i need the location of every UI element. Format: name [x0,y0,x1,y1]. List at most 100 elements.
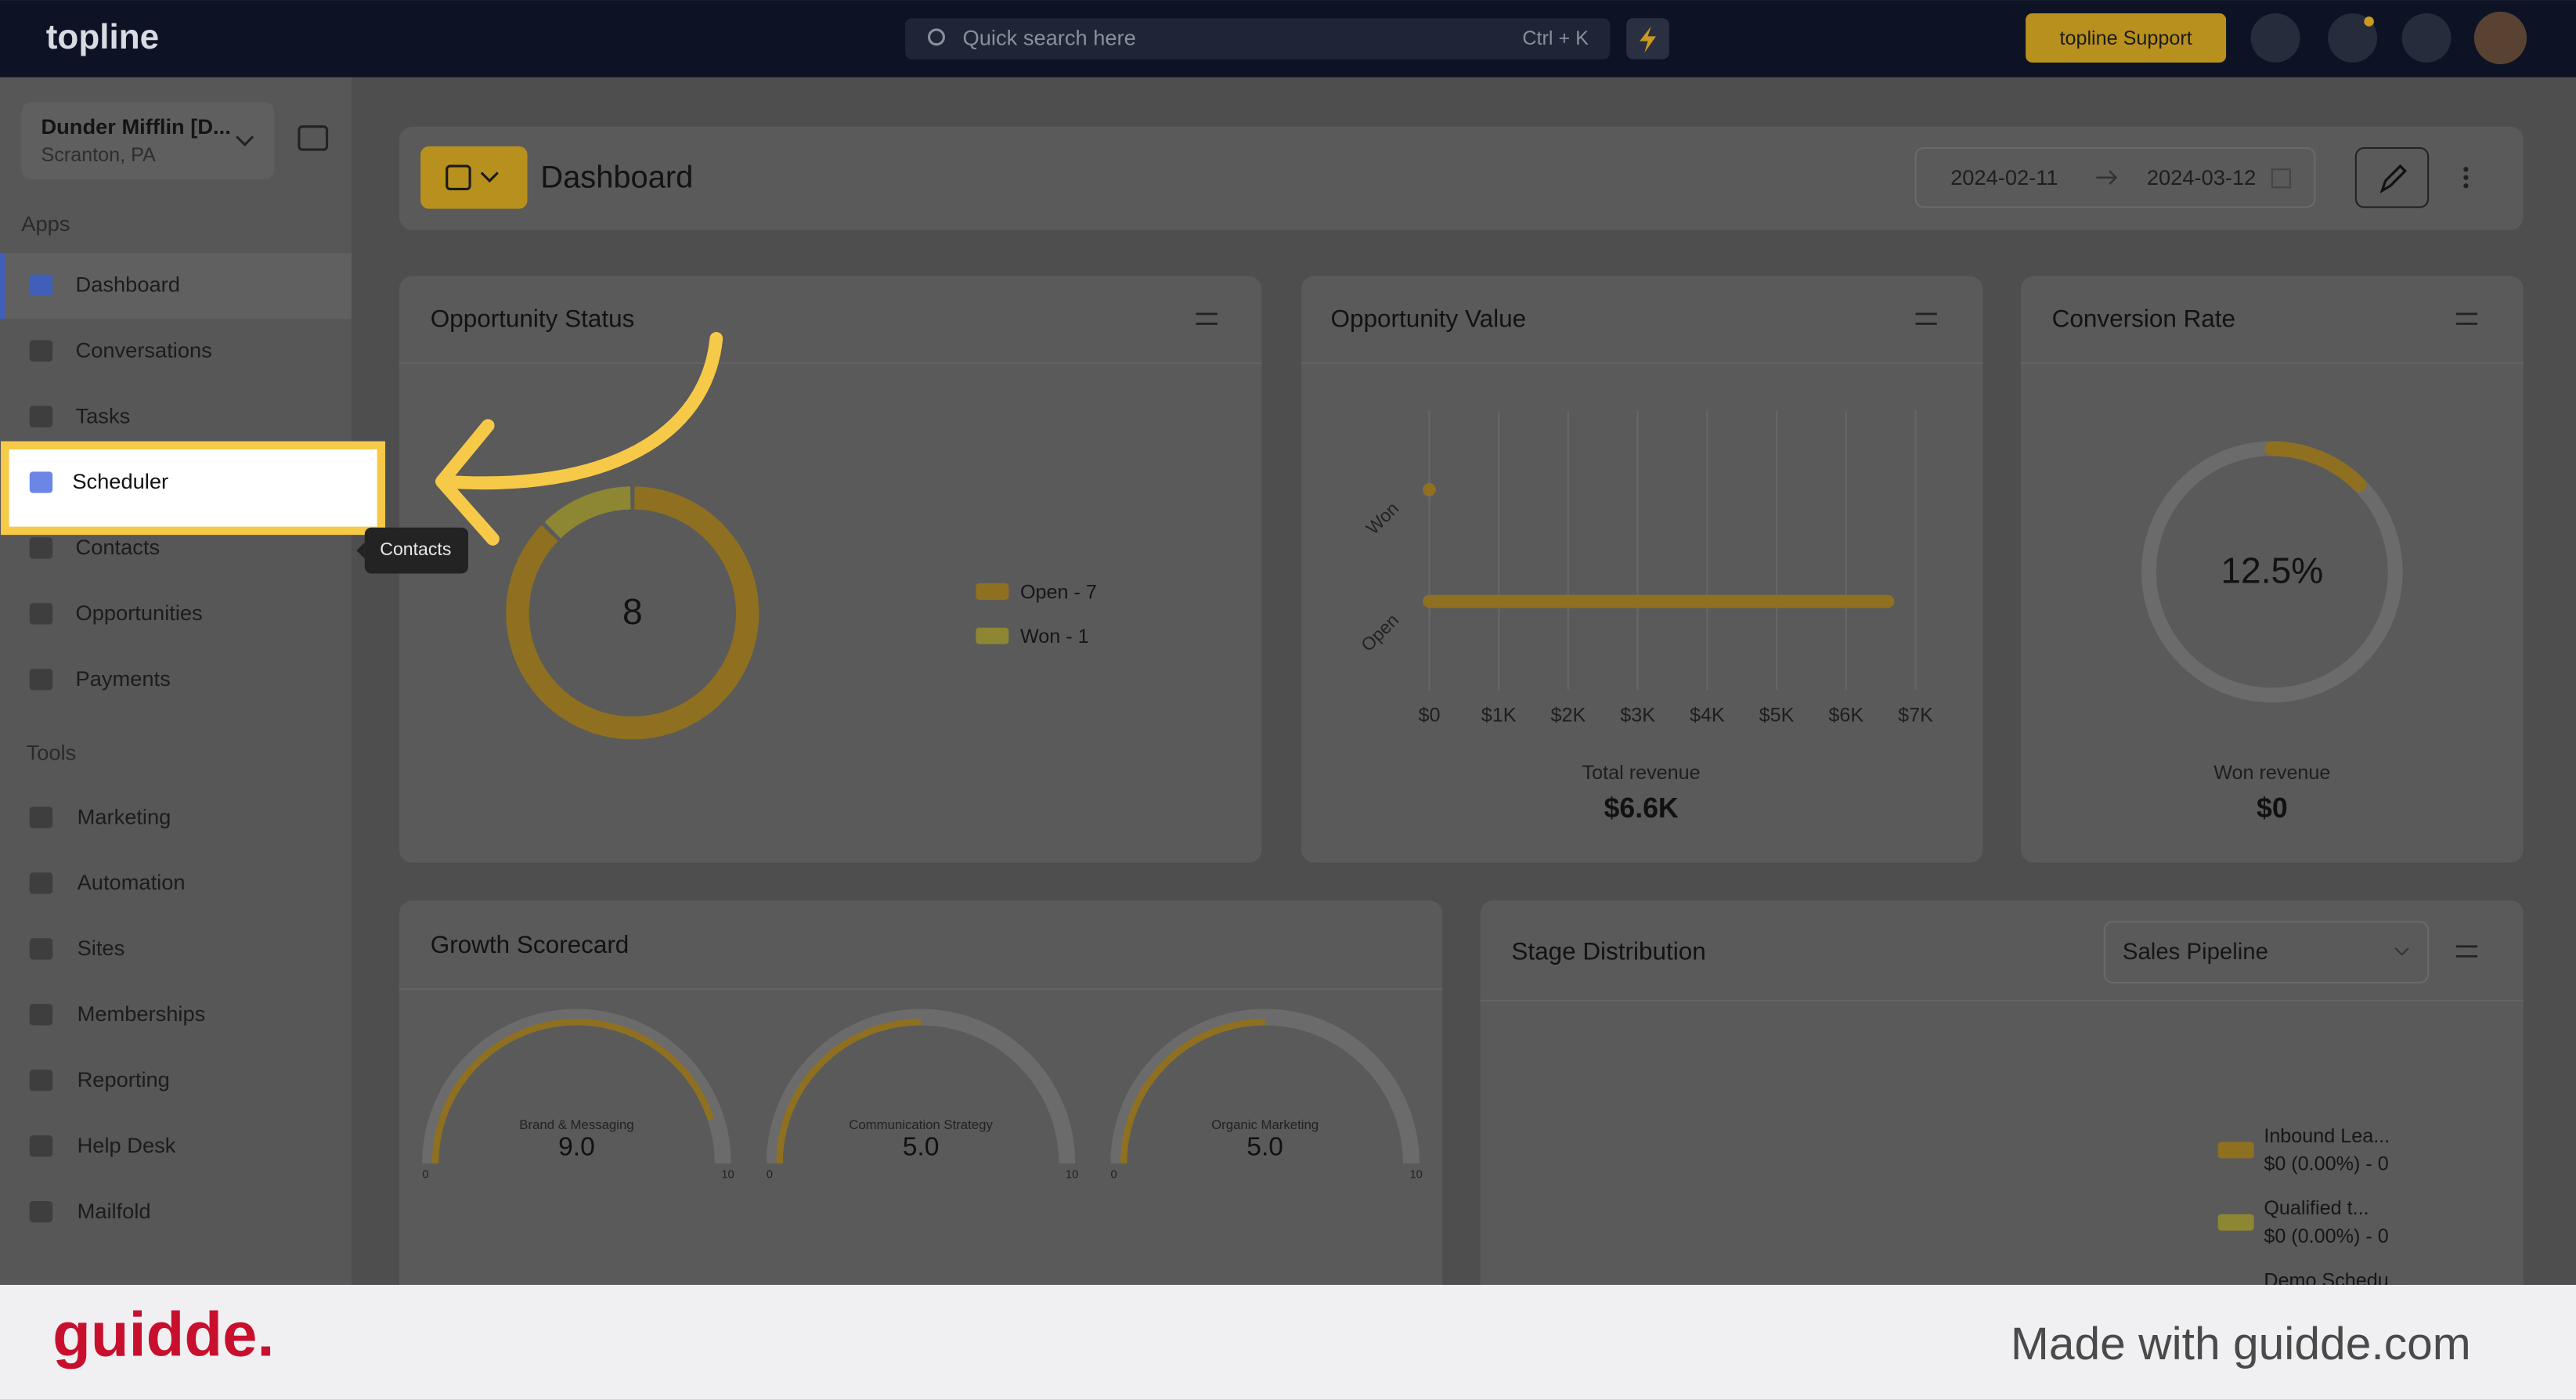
nav-item[interactable]: Contacts [76,535,161,559]
collapse-sidebar[interactable] [298,125,329,151]
x-tick-label: $5K [1759,705,1795,727]
legend-swatch [976,583,1009,601]
nav-item[interactable]: Sites [78,936,125,960]
account-name: Dunder Mifflin [D... [41,114,230,139]
nav-icon [29,1004,53,1026]
calendar-icon [2271,168,2291,189]
tooltip-pointer [356,542,365,559]
bolt-icon [1640,26,1656,53]
footer-label: Total revenue [1582,762,1701,784]
x-tick-label: $7K [1898,705,1933,727]
nav-item[interactable]: Conversations [76,337,212,362]
layout-button[interactable] [420,146,528,209]
nav-icon [29,471,53,493]
gauge-value [1120,1019,1265,1164]
tooltip [364,527,468,574]
filter-icons[interactable] [1196,312,2478,958]
layout-icon [446,164,471,191]
nav-icon [29,806,53,828]
gauge-track [766,1009,1076,1164]
nav-icon [29,938,53,960]
x-tick-label: $0 [1418,705,1440,727]
legend-label: Qualified t... [2264,1197,2369,1219]
gauge-value-label: 5.0 [903,1133,940,1162]
edit-button[interactable] [2354,146,2430,208]
nav-icon [29,406,53,428]
legend-label: Open - 7 [1020,581,1097,603]
account-location: Scranton, PA [41,144,156,166]
x-tick-label: $4K [1690,705,1725,727]
support-label: topline Support [2059,27,2192,49]
card-title: Growth Scorecard [431,931,630,958]
date-from: 2024-02-11 [1950,165,2058,189]
x-tick-label: $1K [1481,705,1517,727]
section-heading: Apps [21,211,70,236]
nav-item[interactable]: Memberships [78,1001,206,1026]
nav-icon [29,872,53,894]
nav-item[interactable]: Reporting [78,1067,170,1091]
gauge-track [422,1009,731,1164]
nav-item[interactable]: Payments [76,666,171,691]
search-icon [927,28,945,46]
date-range[interactable] [1914,146,2316,208]
nav-item[interactable]: Scheduler [72,469,168,493]
nav-icon [29,340,53,362]
gauge-value-label: 5.0 [1247,1133,1283,1162]
nav-item[interactable]: Marketing [78,804,171,828]
legend-swatch [2217,1142,2254,1159]
support-button[interactable] [2026,13,2227,63]
ring-progress [2264,441,2367,493]
gauge-name: Organic Marketing [1211,1117,1319,1132]
notifications-button[interactable] [2328,13,2378,63]
card-title: Stage Distribution [1511,937,1705,965]
nav-item[interactable]: Automation [78,870,186,894]
x-tick-label: $6K [1828,705,1863,727]
nav-icon [29,669,53,691]
nav-item[interactable]: Help Desk [78,1133,176,1157]
account-switcher[interactable] [21,102,275,179]
card-title: Opportunity Status [431,305,635,333]
gauge-name: Brand & Messaging [519,1117,633,1132]
gauge-value [776,1019,922,1164]
chevron [2394,947,2409,956]
nav-item[interactable]: Dashboard [76,272,180,296]
card [1301,276,1983,863]
more-button[interactable] [2463,167,2469,189]
footer-value: $6.6K [1604,792,1679,824]
nav-item[interactable]: Tasks [76,403,131,428]
gauge-max: 10 [1066,1168,1078,1181]
search-box[interactable] [905,18,1611,60]
page-title: Dashboard [540,160,693,194]
gauge-min: 0 [422,1168,428,1181]
arrow-icon [2096,170,2118,186]
phone-button[interactable] [2250,13,2300,63]
chevron [480,171,499,183]
pipeline-select[interactable] [2103,921,2430,983]
header-card [399,126,2524,230]
card-title: Conversion Rate [2052,305,2235,333]
section-heading: Tools [27,740,77,764]
card [399,900,1443,1285]
legend-detail: $0 (0.00%) - 0 [2264,1225,2388,1247]
nav-item[interactable]: Opportunities [76,601,203,625]
help-button[interactable] [2401,13,2452,63]
active-indicator [0,253,5,319]
x-tick-label: $2K [1551,705,1586,727]
avatar[interactable] [2473,11,2527,64]
search-shortcut: Ctrl + K [1522,27,1589,49]
gauge-max: 10 [721,1168,734,1181]
nav-icon [29,274,53,296]
donut-segment [506,486,759,740]
brand-logo: guidde. [52,1299,274,1369]
legend-label: Won - 1 [1020,626,1089,648]
app-body: Dunder Mifflin [D... Scranton, PA Apps T… [0,77,2576,1285]
footer-value: $0 [2257,792,2288,824]
nav-icon [29,1135,53,1157]
logo: topline [46,18,159,56]
gauge-name: Communication Strategy [849,1117,993,1132]
chevron [236,135,254,147]
notification-dot [2364,16,2374,27]
nav-item[interactable]: Mailfold [78,1199,151,1223]
nav-icon [29,603,53,625]
gauge-value [431,1019,715,1164]
